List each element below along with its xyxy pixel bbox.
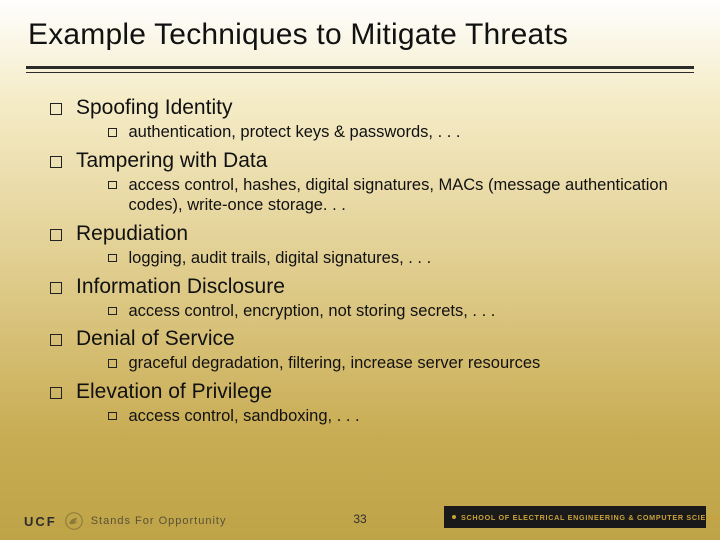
footer: UCF Stands For Opportunity 33 SCHOOL OF … — [0, 496, 720, 540]
list-item: Repudiation — [50, 222, 680, 246]
list-subitem-text: authentication, protect keys & passwords… — [129, 122, 461, 143]
list-item-label: Elevation of Privilege — [76, 380, 272, 404]
square-bullet-small-icon — [108, 254, 117, 263]
title-rule-thin — [26, 72, 694, 73]
list-subitem-text: logging, audit trails, digital signature… — [129, 248, 432, 269]
title-rule-thick — [26, 66, 694, 69]
square-bullet-small-icon — [108, 359, 117, 368]
list-subitem: graceful degradation, filtering, increas… — [108, 353, 680, 374]
list-subitem-text: graceful degradation, filtering, increas… — [129, 353, 541, 374]
list-subitem: logging, audit trails, digital signature… — [108, 248, 680, 269]
list-subitem: access control, hashes, digital signatur… — [108, 175, 680, 216]
square-bullet-icon — [50, 156, 62, 168]
square-bullet-icon — [50, 282, 62, 294]
list-subitem-text: access control, sandboxing, . . . — [129, 406, 360, 427]
list-item: Denial of Service — [50, 327, 680, 351]
list-item-label: Tampering with Data — [76, 149, 267, 173]
list-item: Tampering with Data — [50, 149, 680, 173]
square-bullet-icon — [50, 229, 62, 241]
list-subitem: access control, sandboxing, . . . — [108, 406, 680, 427]
list-item-label: Information Disclosure — [76, 275, 285, 299]
square-bullet-small-icon — [108, 307, 117, 316]
school-bar: SCHOOL OF ELECTRICAL ENGINEERING & COMPU… — [444, 506, 706, 528]
square-bullet-small-icon — [108, 412, 117, 421]
list-subitem: access control, encryption, not storing … — [108, 301, 680, 322]
list-item: Spoofing Identity — [50, 96, 680, 120]
list-item-label: Denial of Service — [76, 327, 235, 351]
slide-title: Example Techniques to Mitigate Threats — [28, 18, 568, 52]
square-bullet-icon — [50, 387, 62, 399]
dot-icon — [452, 515, 456, 519]
list-subitem: authentication, protect keys & passwords… — [108, 122, 680, 143]
list-item-label: Repudiation — [76, 222, 188, 246]
content-area: Spoofing Identity authentication, protec… — [50, 90, 680, 428]
list-item: Elevation of Privilege — [50, 380, 680, 404]
list-item-label: Spoofing Identity — [76, 96, 232, 120]
square-bullet-small-icon — [108, 128, 117, 137]
school-name: SCHOOL OF ELECTRICAL ENGINEERING & COMPU… — [461, 513, 720, 522]
square-bullet-small-icon — [108, 181, 117, 190]
square-bullet-icon — [50, 334, 62, 346]
list-subitem-text: access control, hashes, digital signatur… — [129, 175, 671, 216]
list-subitem-text: access control, encryption, not storing … — [129, 301, 496, 322]
square-bullet-icon — [50, 103, 62, 115]
list-item: Information Disclosure — [50, 275, 680, 299]
slide: Example Techniques to Mitigate Threats S… — [0, 0, 720, 540]
